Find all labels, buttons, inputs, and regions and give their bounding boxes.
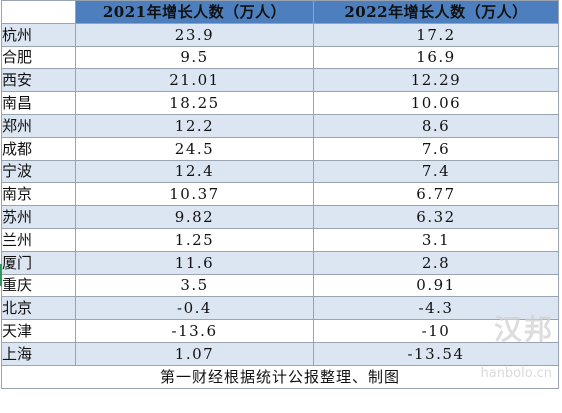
city-cell: 北京 xyxy=(1,296,76,321)
growth-2022-cell: 0.91 xyxy=(313,273,559,298)
table-row: 上海 1.07 -13.54 xyxy=(1,341,559,366)
city-cell: 上海 xyxy=(1,341,76,366)
table-row: 杭州 23.9 17.2 xyxy=(1,22,559,47)
growth-2021-cell: 1.25 xyxy=(75,227,314,252)
corner-cell xyxy=(1,0,76,24)
growth-2022-cell: -10 xyxy=(313,319,559,343)
city-cell: 苏州 xyxy=(1,205,76,229)
growth-2022-cell: 3.1 xyxy=(313,227,559,252)
growth-2021-cell: 21.01 xyxy=(75,68,314,93)
table-row: 宁波 12.4 7.4 xyxy=(1,159,559,184)
table-row: 南京 10.37 6.77 xyxy=(1,182,559,207)
growth-2022-cell: 10.06 xyxy=(313,91,559,115)
growth-2021-cell: 18.25 xyxy=(75,91,314,115)
growth-2022-cell: 6.32 xyxy=(313,205,559,229)
growth-2021-cell: 3.5 xyxy=(75,273,314,298)
growth-2021-cell: 12.4 xyxy=(75,159,314,184)
growth-2022-cell: 6.77 xyxy=(313,182,559,207)
city-cell: 重庆 xyxy=(1,273,76,298)
table-row: 兰州 1.25 3.1 xyxy=(1,227,559,252)
table-row: 西安 21.01 12.29 xyxy=(1,68,559,93)
growth-2021-cell: 10.37 xyxy=(75,182,314,207)
table-row: 合肥 9.5 16.9 xyxy=(1,45,559,70)
city-cell: 兰州 xyxy=(1,227,76,252)
city-cell: 天津 xyxy=(1,319,76,343)
header-row: 2021年增长人数（万人） 2022年增长人数（万人） xyxy=(1,0,559,24)
city-cell: 杭州 xyxy=(1,22,76,47)
city-cell: 郑州 xyxy=(1,113,76,138)
growth-2021-cell: -13.6 xyxy=(75,319,314,343)
growth-2021-cell: 24.5 xyxy=(75,136,314,161)
growth-2022-cell: 2.8 xyxy=(313,250,559,275)
city-cell: 西安 xyxy=(1,68,76,93)
table-row: 南昌 18.25 10.06 xyxy=(1,91,559,115)
table-row: 重庆 3.5 0.91 xyxy=(1,273,559,298)
growth-2022-cell: 8.6 xyxy=(313,113,559,138)
growth-2021-cell: 9.82 xyxy=(75,205,314,229)
city-cell: 南昌 xyxy=(1,91,76,115)
city-cell: 合肥 xyxy=(1,45,76,70)
footnote: 第一财经根据统计公报整理、制图 xyxy=(1,364,559,389)
table-row: 厦门 11.6 2.8 xyxy=(1,250,559,275)
city-cell: 宁波 xyxy=(1,159,76,184)
growth-2022-cell: 7.4 xyxy=(313,159,559,184)
table-row: 苏州 9.82 6.32 xyxy=(1,205,559,229)
growth-2022-cell: 12.29 xyxy=(313,68,559,93)
footnote-row: 第一财经根据统计公报整理、制图 xyxy=(1,364,559,389)
growth-2022-cell: 16.9 xyxy=(313,45,559,70)
table-row: 北京 -0.4 -4.3 xyxy=(1,296,559,321)
growth-2022-cell: 17.2 xyxy=(313,22,559,47)
growth-2022-cell: 7.6 xyxy=(313,136,559,161)
growth-2021-cell: 12.2 xyxy=(75,113,314,138)
header-2021: 2021年增长人数（万人） xyxy=(75,0,314,24)
growth-2022-cell: -4.3 xyxy=(313,296,559,321)
table-row: 成都 24.5 7.6 xyxy=(1,136,559,161)
growth-2021-cell: 1.07 xyxy=(75,341,314,366)
growth-2021-cell: 9.5 xyxy=(75,45,314,70)
city-cell: 厦门 xyxy=(1,250,76,275)
population-growth-table: 2021年增长人数（万人） 2022年增长人数（万人） 杭州 23.9 17.2 合肥… xyxy=(1,0,559,389)
growth-2021-cell: 11.6 xyxy=(75,250,314,275)
header-2022: 2022年增长人数（万人） xyxy=(313,0,559,24)
city-cell: 南京 xyxy=(1,182,76,207)
growth-2021-cell: 23.9 xyxy=(75,22,314,47)
table-row: 天津 -13.6 -10 xyxy=(1,319,559,343)
growth-2022-cell: -13.54 xyxy=(313,341,559,366)
city-cell: 成都 xyxy=(1,136,76,161)
growth-2021-cell: -0.4 xyxy=(75,296,314,321)
table-row: 郑州 12.2 8.6 xyxy=(1,113,559,138)
row-selection-marker xyxy=(0,264,2,286)
